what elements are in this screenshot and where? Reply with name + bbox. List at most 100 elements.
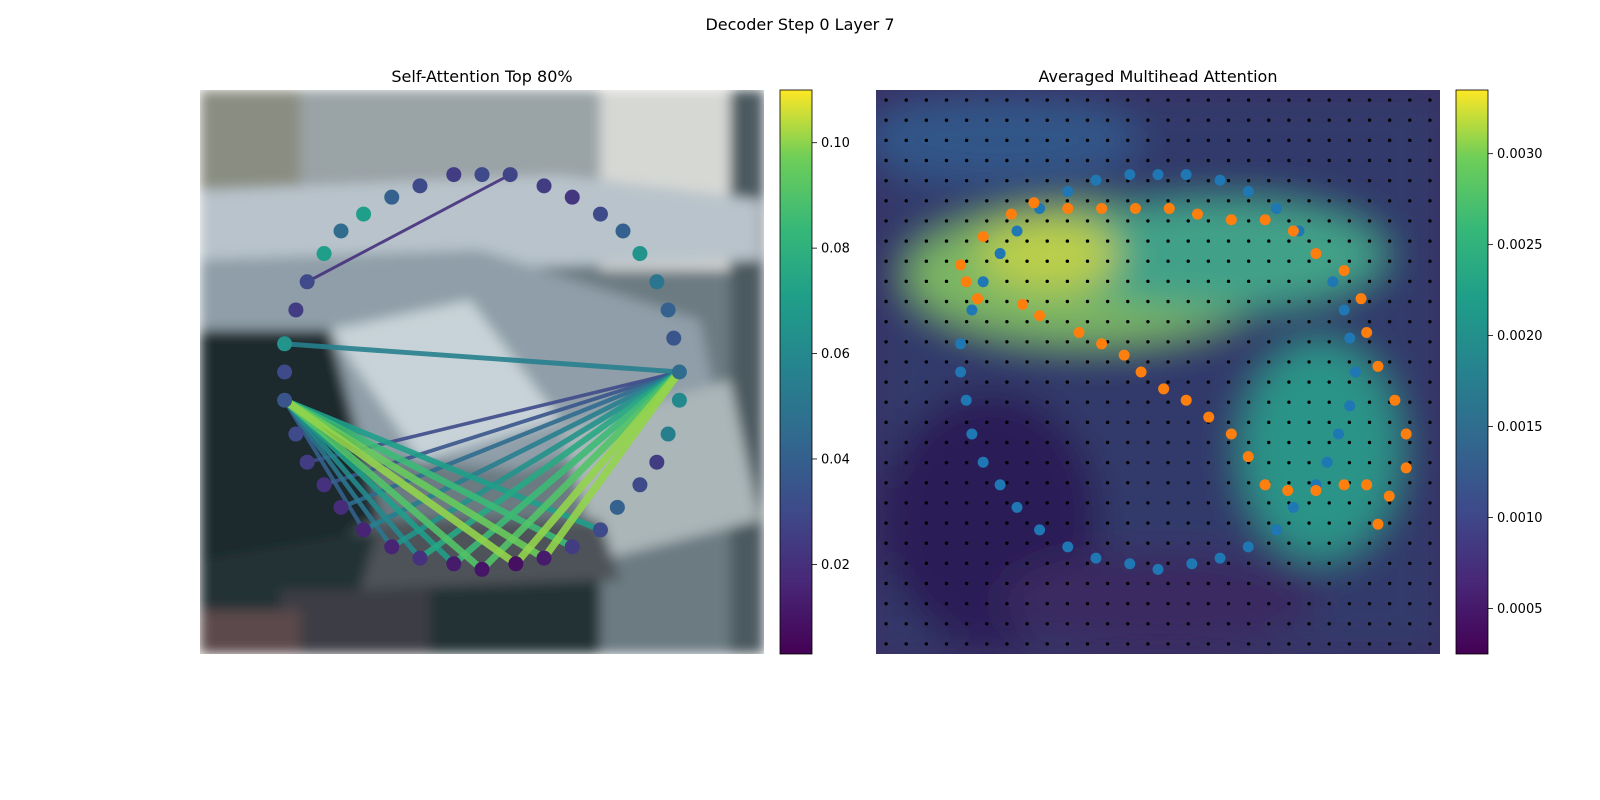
grid-point	[924, 561, 929, 566]
grid-point	[1428, 138, 1432, 143]
grid-point	[1387, 340, 1392, 344]
grid-point	[1428, 622, 1432, 626]
grid-point	[904, 259, 908, 263]
grid-point	[1186, 98, 1190, 102]
grid-point	[1347, 642, 1352, 646]
grid-point	[904, 299, 908, 304]
grid-point	[1327, 299, 1331, 304]
grid-point	[1186, 481, 1190, 485]
grid-point	[1105, 360, 1110, 364]
token-point	[649, 274, 665, 290]
series-point	[1282, 484, 1294, 496]
grid-point	[1428, 601, 1432, 606]
grid-point	[1327, 541, 1331, 545]
grid-point	[1307, 380, 1311, 384]
grid-point	[884, 118, 888, 122]
grid-point	[1065, 622, 1070, 626]
grid-point	[1428, 340, 1432, 344]
grid-point	[1126, 259, 1130, 263]
grid-point	[1126, 601, 1130, 606]
grid-point	[1408, 601, 1412, 606]
series-point	[977, 231, 989, 243]
series-point	[1186, 558, 1198, 570]
grid-point	[1206, 501, 1211, 505]
grid-point	[1226, 501, 1231, 505]
grid-point	[1126, 541, 1130, 545]
grid-point	[985, 622, 989, 626]
series-point	[1372, 360, 1384, 372]
grid-point	[1105, 118, 1110, 122]
grid-point	[904, 319, 908, 324]
grid-point	[1307, 279, 1311, 284]
grid-point	[1166, 420, 1170, 425]
grid-point	[924, 158, 929, 163]
grid-point	[904, 460, 908, 465]
grid-point	[1246, 239, 1251, 243]
series-point	[1011, 225, 1023, 237]
grid-point	[904, 380, 908, 384]
grid-point	[1005, 460, 1009, 465]
grid-point	[1307, 481, 1311, 485]
grid-point	[964, 259, 969, 263]
grid-point	[1367, 601, 1372, 606]
grid-point	[1025, 239, 1029, 243]
grid-point	[1005, 98, 1009, 102]
grid-point	[1267, 279, 1271, 284]
grid-point	[1367, 420, 1372, 425]
grid-point	[1226, 440, 1231, 445]
grid-point	[1226, 360, 1231, 364]
grid-point	[1005, 622, 1009, 626]
grid-point	[1085, 501, 1090, 505]
grid-point	[1307, 642, 1311, 646]
grid-point	[1387, 642, 1392, 646]
grid-point	[1146, 118, 1150, 122]
grid-point	[1246, 481, 1251, 485]
grid-point	[985, 178, 989, 183]
colorbar-tick-label: 0.06	[821, 347, 850, 362]
grid-point	[944, 541, 949, 545]
grid-point	[1408, 158, 1412, 163]
grid-point	[1045, 118, 1049, 122]
attention-link	[281, 396, 486, 573]
grid-point	[1206, 481, 1211, 485]
grid-point	[1045, 279, 1049, 284]
grid-point	[1387, 380, 1392, 384]
token-point	[277, 336, 293, 352]
grid-point	[1387, 561, 1392, 566]
grid-point	[1005, 501, 1009, 505]
grid-point	[1367, 460, 1372, 465]
grid-point	[1105, 199, 1110, 203]
grid-point	[1146, 642, 1150, 646]
grid-point	[944, 380, 949, 384]
grid-point	[1166, 259, 1170, 263]
grid-point	[1005, 219, 1009, 223]
grid-point	[904, 440, 908, 445]
grid-point	[1226, 158, 1231, 163]
grid-point	[924, 178, 929, 183]
grid-point	[1085, 581, 1090, 586]
grid-point	[924, 481, 929, 485]
grid-point	[1146, 199, 1150, 203]
grid-point	[1045, 239, 1049, 243]
grid-point	[1367, 158, 1372, 163]
grid-point	[1246, 138, 1251, 143]
grid-point	[1126, 440, 1130, 445]
grid-point	[1045, 601, 1049, 606]
grid-point	[1025, 279, 1029, 284]
grid-point	[1206, 440, 1211, 445]
grid-point	[904, 279, 908, 284]
grid-point	[904, 158, 908, 163]
grid-point	[1005, 360, 1009, 364]
grid-point	[1045, 259, 1049, 263]
grid-point	[884, 642, 888, 646]
token-point	[536, 178, 552, 194]
grid-point	[1186, 642, 1190, 646]
grid-point	[1347, 440, 1352, 445]
token-point	[474, 561, 490, 577]
grid-point	[1226, 340, 1231, 344]
token-point	[592, 522, 608, 538]
grid-point	[1327, 521, 1331, 525]
grid-point	[884, 581, 888, 586]
grid-point	[1347, 501, 1352, 505]
